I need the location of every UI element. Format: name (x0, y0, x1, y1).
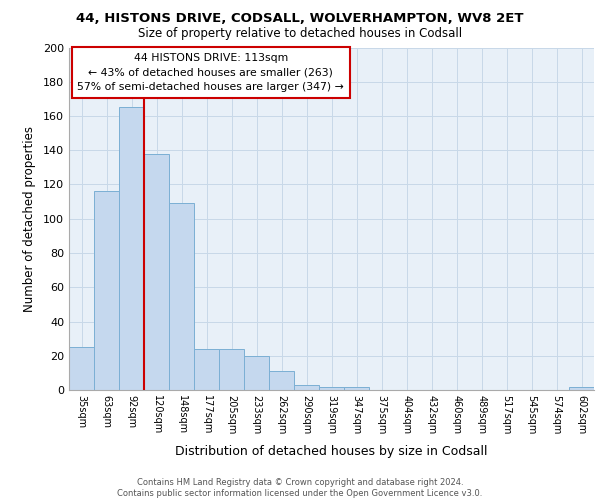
Bar (344, 386, 369, 390)
Bar (94, 192, 119, 390)
Bar (294, 385, 319, 390)
Bar (569, 386, 594, 390)
Bar (319, 386, 344, 390)
Text: 44, HISTONS DRIVE, CODSALL, WOLVERHAMPTON, WV8 2ET: 44, HISTONS DRIVE, CODSALL, WOLVERHAMPTO… (76, 12, 524, 26)
Text: Contains HM Land Registry data © Crown copyright and database right 2024.
Contai: Contains HM Land Registry data © Crown c… (118, 478, 482, 498)
Y-axis label: Number of detached properties: Number of detached properties (23, 126, 36, 312)
Bar (144, 154, 169, 390)
Bar (69, 347, 94, 390)
Bar (244, 356, 269, 390)
Bar (219, 349, 244, 390)
Bar (169, 204, 194, 390)
Bar (194, 349, 219, 390)
Text: 44 HISTONS DRIVE: 113sqm
← 43% of detached houses are smaller (263)
57% of semi-: 44 HISTONS DRIVE: 113sqm ← 43% of detach… (77, 52, 344, 92)
Bar (269, 371, 294, 390)
Bar (119, 108, 144, 390)
X-axis label: Distribution of detached houses by size in Codsall: Distribution of detached houses by size … (175, 446, 488, 458)
Text: Size of property relative to detached houses in Codsall: Size of property relative to detached ho… (138, 28, 462, 40)
